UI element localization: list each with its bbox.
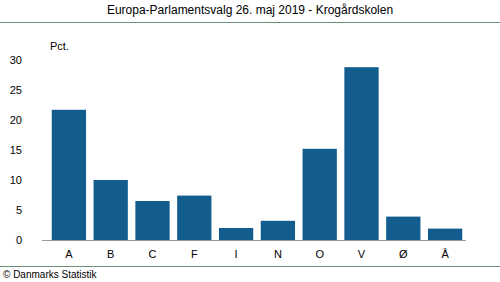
y-tick-label: 5 xyxy=(16,204,22,216)
title: Europa-Parlamentsvalg 26. maj 2019 - Kro… xyxy=(107,3,393,17)
y-tick-label: 20 xyxy=(10,114,22,126)
y-tick xyxy=(44,120,47,121)
y-tick xyxy=(44,180,47,181)
chart-svg: Europa-Parlamentsvalg 26. maj 2019 - Kro… xyxy=(0,0,500,282)
bar xyxy=(303,149,337,240)
x-tick-label: V xyxy=(358,248,366,260)
bar xyxy=(219,228,253,240)
bar xyxy=(52,110,86,240)
x-tick-label: B xyxy=(107,248,114,260)
y-tick xyxy=(44,150,47,151)
title-rule xyxy=(0,22,500,23)
x-tick-label: F xyxy=(191,248,198,260)
y-label: Pct. xyxy=(50,40,69,52)
y-tick-label: 30 xyxy=(10,54,22,66)
chart-container: Europa-Parlamentsvalg 26. maj 2019 - Kro… xyxy=(0,0,500,282)
x-tick-label: N xyxy=(274,248,282,260)
y-tick xyxy=(44,60,47,61)
y-tick-label: 25 xyxy=(10,84,22,96)
x-tick-label: Å xyxy=(441,248,449,260)
x-tick-label: I xyxy=(235,248,238,260)
footer-rule xyxy=(0,266,500,267)
bar xyxy=(177,196,211,240)
bar xyxy=(428,229,462,240)
y-tick xyxy=(44,210,47,211)
bar xyxy=(386,217,420,240)
bar xyxy=(344,67,378,240)
bar xyxy=(261,221,295,240)
x-tick-label: O xyxy=(315,248,324,260)
x-tick-label: C xyxy=(149,248,157,260)
bar xyxy=(94,180,128,240)
source: © Danmarks Statistik xyxy=(3,269,98,280)
y-tick-label: 15 xyxy=(10,144,22,156)
y-tick-label: 10 xyxy=(10,174,22,186)
x-axis xyxy=(42,240,466,241)
y-tick xyxy=(44,90,47,91)
x-tick-label: A xyxy=(65,248,73,260)
bar xyxy=(135,201,169,240)
bars xyxy=(52,67,462,240)
y-tick-label: 0 xyxy=(16,234,22,246)
x-tick-label: Ø xyxy=(399,248,408,260)
